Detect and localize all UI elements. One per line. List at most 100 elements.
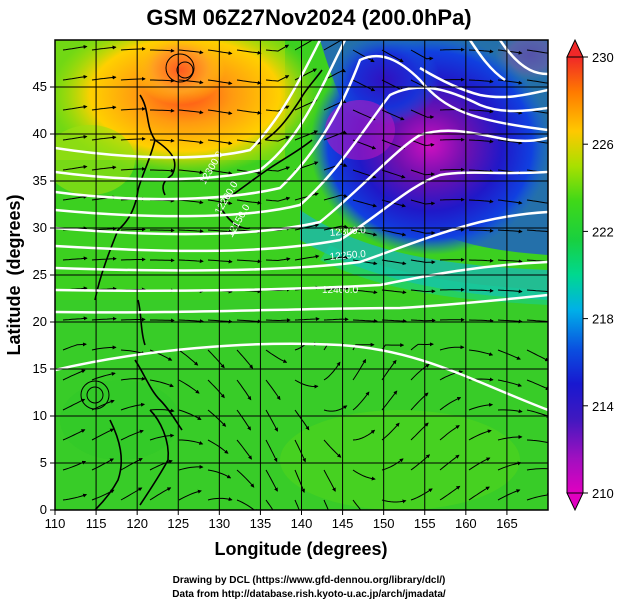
streamline [410,488,433,501]
streamline [526,349,548,362]
streamline [150,228,175,233]
streamline [381,139,406,150]
streamline [62,429,86,441]
streamline [236,199,262,205]
streamline [381,259,407,266]
streamline [265,75,290,82]
streamline [352,391,370,411]
streamline [178,199,204,205]
x-tick-label: 125 [167,516,189,531]
streamline [178,409,202,421]
streamline [381,49,404,63]
streamline [207,497,233,502]
y-tick-label: 35 [33,173,47,188]
streamline [468,288,494,293]
streamline [497,461,522,471]
streamline [265,196,291,202]
streamline [150,168,175,173]
streamline [178,169,204,175]
streamline [62,342,87,351]
x-tick-label: 110 [45,516,66,531]
streamline [410,139,435,147]
y-tick-label: 10 [33,408,47,423]
streamline [381,458,404,471]
streamline [381,390,398,411]
streamline [526,493,548,501]
colorbar-tick-label: 226 [592,137,614,152]
y-tick-label: 25 [33,267,47,282]
streamline [526,79,548,86]
streamline [497,349,521,360]
streamline [120,257,146,262]
y-tick-label: 45 [33,79,47,94]
streamline [410,289,436,294]
streamline [265,166,291,172]
contour-label: 12400.0 [322,285,359,296]
streamline [468,349,494,356]
streamline [207,139,233,146]
streamline [62,369,86,381]
streamline [150,318,175,323]
streamline [352,199,377,208]
streamline [207,379,225,399]
streamline [62,316,88,321]
streamline [265,136,290,142]
streamline [468,402,494,411]
streamline [352,318,378,323]
streamline [236,259,262,264]
streamline [352,259,378,266]
streamline [497,259,523,264]
credit-data: Data from http://database.rish.kyoto-u.a… [172,589,446,600]
streamline [352,429,376,441]
streamline [294,499,300,510]
chart-title: GSM 06Z27Nov2024 (200.0hPa) [146,5,471,30]
x-tick-label: 140 [291,516,313,531]
streamline [323,361,341,381]
streamline-vortex [86,386,104,404]
streamline [236,319,262,324]
y-axis-label: Latitude (degrees) [4,194,24,355]
streamline [526,379,548,390]
streamline [150,108,175,113]
streamline [410,318,436,323]
streamline [207,349,225,369]
streamline [207,169,233,176]
streamline [62,256,88,261]
streamline [178,319,204,324]
x-tick-label: 150 [373,516,395,531]
y-axis: 0 5 10 15 20 25 30 35 40 45 [33,79,55,517]
streamline [410,363,430,381]
streamline [497,435,523,441]
streamline [294,254,320,261]
x-tick-label: 155 [414,516,436,531]
streamline [179,439,204,445]
streamline [323,469,336,492]
streamline [497,79,523,85]
streamline [410,199,436,206]
streamline [62,164,88,171]
streamline [294,469,305,493]
streamline [149,408,175,413]
streamline [120,458,143,471]
streamline [468,169,494,174]
colorbar-tick-label: 222 [592,224,614,239]
x-tick-label: 135 [250,516,272,531]
streamline [265,44,290,52]
streamline [410,229,436,236]
streamline [294,223,320,231]
streamline [410,49,434,61]
streamline [323,224,349,231]
streamline [62,398,86,411]
streamline [468,49,494,54]
streamline-vortex [176,61,194,79]
height-contours [55,40,548,412]
streamline [323,286,349,291]
streamline [178,349,199,366]
streamline [526,289,548,294]
y-tick-label: 40 [33,126,47,141]
streamline [497,489,521,501]
colorbar-min-arrow [566,492,584,512]
streamline [323,499,329,510]
streamline [468,228,494,233]
